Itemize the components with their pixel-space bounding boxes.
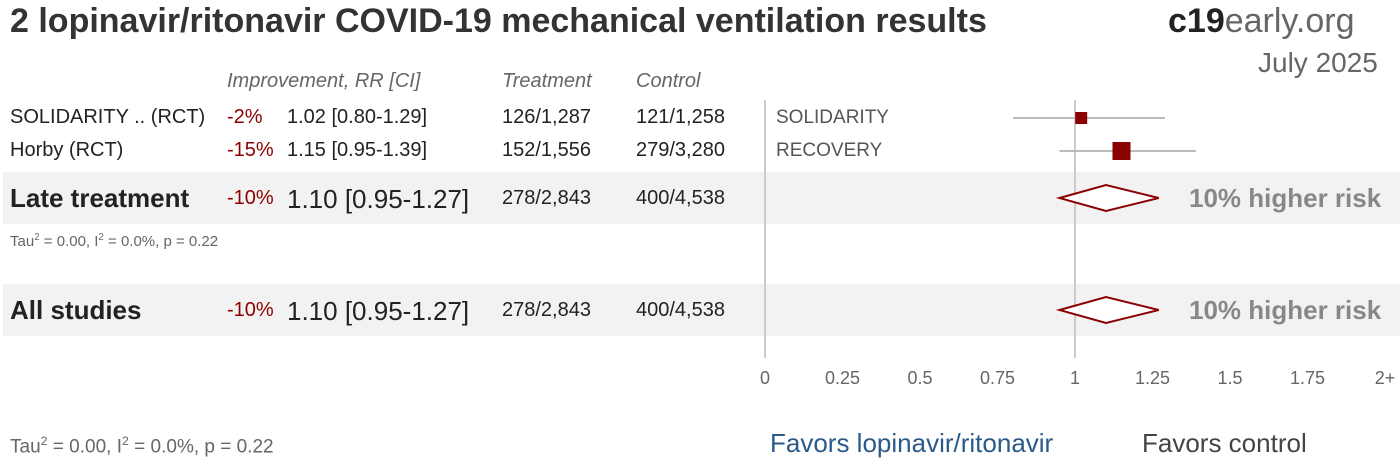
- study-name[interactable]: Horby (RCT): [10, 139, 124, 161]
- x-tick-label: 1.5: [1217, 368, 1242, 388]
- header-treatment: Treatment: [502, 70, 592, 92]
- all-stat-sup-tau: 2: [40, 434, 48, 448]
- all-treatment-count: 278/2,843: [502, 299, 591, 321]
- late-treatment-label: Late treatment: [10, 183, 190, 213]
- brand-bold: c19: [1168, 2, 1225, 40]
- all-improvement: -10%: [227, 299, 274, 321]
- header-control: Control: [636, 70, 701, 92]
- study-control: 121/1,258: [636, 106, 725, 128]
- late-risk-label: 10% higher risk: [1189, 183, 1382, 213]
- x-tick-label: 1: [1070, 368, 1080, 388]
- late-stats: Tau2 = 0.00, I2 = 0.0%, p = 0.22: [10, 232, 218, 250]
- x-tick-label: 2+: [1375, 368, 1396, 388]
- study-treatment: 152/1,556: [502, 139, 591, 161]
- all-stats: Tau2 = 0.00, I2 = 0.0%, p = 0.22: [10, 434, 274, 458]
- x-tick-label: 0.25: [825, 368, 860, 388]
- study-rr: 1.02 [0.80-1.29]: [287, 106, 428, 128]
- study-control: 279/3,280: [636, 139, 725, 161]
- x-tick-label: 1.75: [1290, 368, 1325, 388]
- all-stat-tau: Tau: [10, 436, 41, 458]
- late-control-count: 400/4,538: [636, 187, 725, 209]
- study-treatment: 126/1,287: [502, 106, 591, 128]
- x-tick-label: 0.5: [907, 368, 932, 388]
- summary-diamond: [1055, 183, 1159, 213]
- plot-study-label: RECOVERY: [776, 140, 883, 161]
- study-name[interactable]: SOLIDARITY .. (RCT): [10, 106, 206, 128]
- brand-logo[interactable]: c19early.org: [1168, 2, 1355, 41]
- all-studies-label: All studies: [10, 295, 142, 325]
- late-stat-rest: = 0.0%, p = 0.22: [108, 233, 219, 250]
- late-stat-sup-i: 2: [98, 232, 104, 243]
- all-studies-band: [3, 284, 1400, 336]
- chart-title: 2 lopinavir/ritonavir COVID-19 mechanica…: [10, 2, 987, 40]
- all-stat-sup-i: 2: [122, 434, 129, 448]
- brand-regular: early.org: [1224, 2, 1355, 40]
- plot-study-label: SOLIDARITY: [776, 107, 889, 128]
- all-risk-label: 10% higher risk: [1189, 295, 1382, 325]
- favors-control-label: Favors control: [1142, 428, 1307, 458]
- late-treatment-count: 278/2,843: [502, 187, 591, 209]
- favors-treatment-label: Favors lopinavir/ritonavir: [770, 428, 1054, 458]
- study-improvement: -2%: [227, 106, 263, 128]
- study-rr: 1.15 [0.95-1.39]: [287, 139, 428, 161]
- all-stat-i: = 0.00, I: [52, 436, 122, 458]
- late-stat-i: = 0.00, I: [43, 233, 99, 250]
- late-stat-sup-tau: 2: [34, 232, 40, 243]
- header-improvement: Improvement, RR [CI]: [227, 70, 421, 92]
- late-rr: 1.10 [0.95-1.27]: [287, 184, 470, 214]
- date-label: July 2025: [1258, 47, 1378, 78]
- study-marker: [1112, 142, 1131, 160]
- study-improvement: -15%: [227, 139, 274, 161]
- all-rr: 1.10 [0.95-1.27]: [287, 296, 470, 326]
- late-stat-tau: Tau: [10, 233, 35, 250]
- x-tick-label: 0.75: [980, 368, 1015, 388]
- late-treatment-band: [3, 172, 1400, 224]
- late-improvement: -10%: [227, 187, 274, 209]
- summary-diamond: [1055, 295, 1159, 325]
- x-tick-label: 1.25: [1135, 368, 1170, 388]
- all-stat-rest: = 0.0%, p = 0.22: [134, 436, 274, 458]
- x-tick-label: 0: [760, 368, 770, 388]
- study-marker: [1075, 112, 1088, 124]
- all-control-count: 400/4,538: [636, 299, 725, 321]
